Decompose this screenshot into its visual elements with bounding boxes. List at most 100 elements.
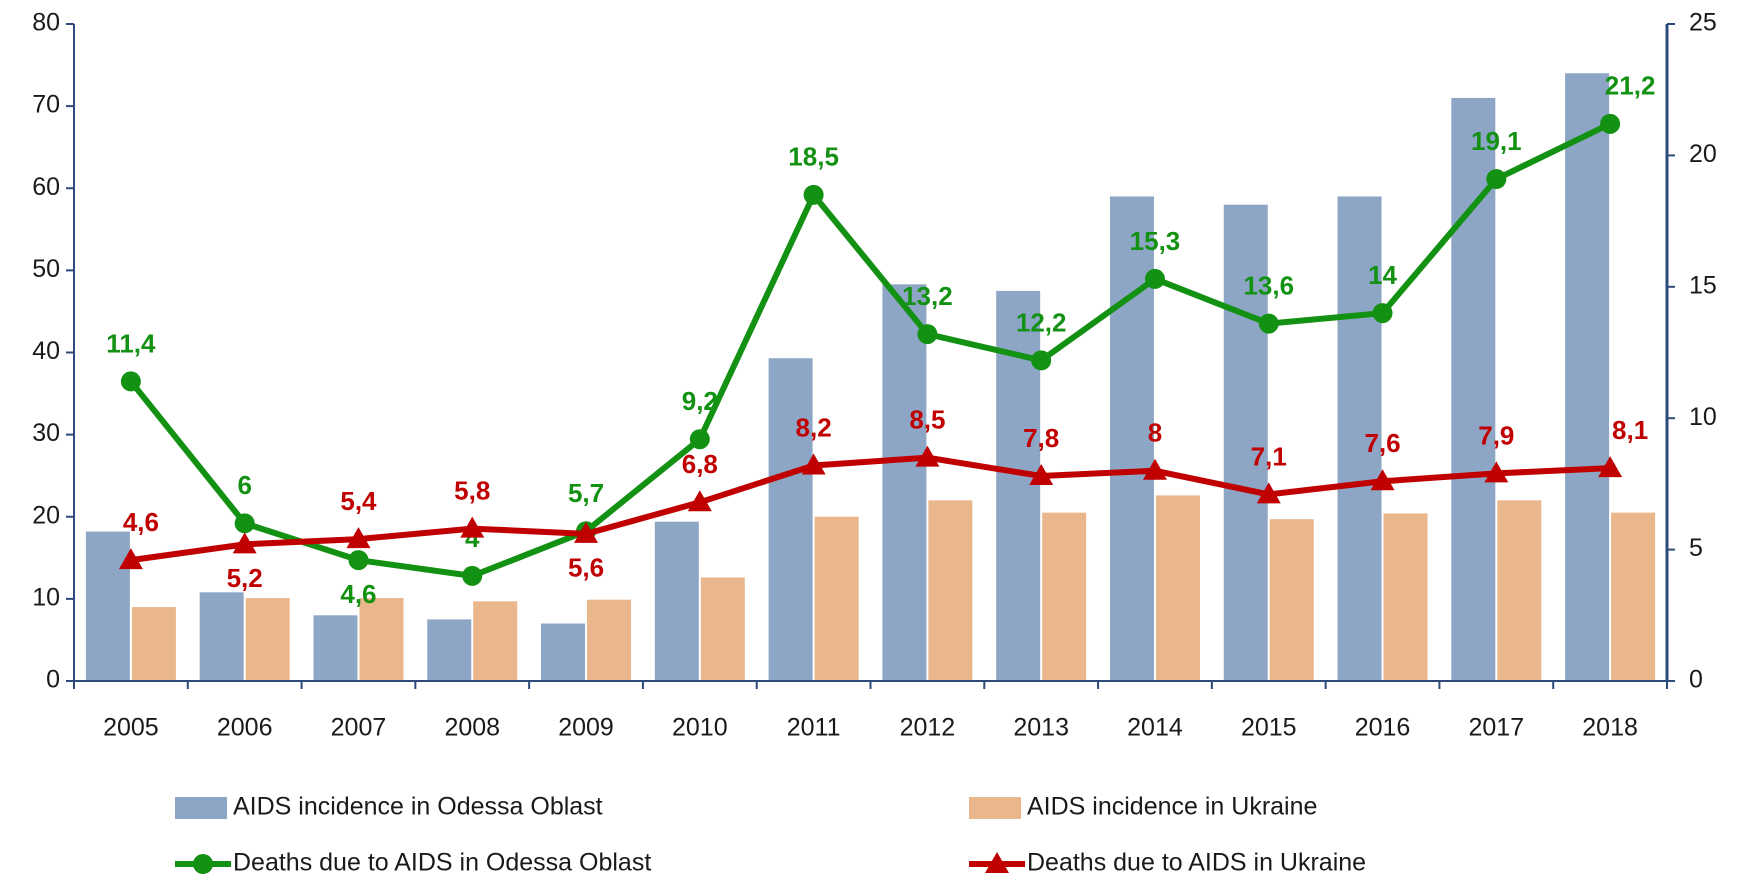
line-marker (1484, 461, 1509, 483)
line-marker (1600, 113, 1621, 134)
y-tick-label: 80 (32, 9, 60, 37)
line-marker (801, 453, 826, 475)
x-tick-label: 2006 (217, 714, 273, 742)
x-tick-label: 2005 (103, 714, 159, 742)
line-marker (1029, 464, 1054, 486)
value-label: 21,2 (1605, 71, 1656, 101)
legend-swatch (175, 797, 227, 819)
x-tick-label: 2015 (1241, 714, 1297, 742)
y-tick-label: 20 (32, 501, 60, 529)
bar (473, 601, 518, 681)
x-tick-label: 2014 (1127, 714, 1183, 742)
bar (1155, 495, 1200, 681)
line-marker (1142, 458, 1167, 480)
x-tick-label: 2010 (672, 714, 728, 742)
value-label: 19,1 (1471, 126, 1522, 156)
y2-tick-label: 5 (1689, 534, 1703, 562)
bar (928, 500, 973, 681)
line (128, 121, 1612, 579)
bar (541, 623, 586, 681)
x-tick-label: 2012 (900, 714, 956, 742)
line-marker (1370, 469, 1395, 491)
bar (654, 521, 699, 681)
value-label: 7,1 (1251, 441, 1287, 471)
y-tick-label: 10 (32, 583, 60, 611)
x-tick-label: 2009 (558, 714, 614, 742)
y-tick-label: 40 (32, 337, 60, 365)
bar (1383, 513, 1428, 681)
value-label: 8,1 (1612, 415, 1648, 445)
y-tick-label: 70 (32, 91, 60, 119)
y-tick-label: 0 (46, 666, 60, 694)
line-marker (462, 565, 483, 586)
value-label: 7,8 (1023, 423, 1059, 453)
bar (1611, 512, 1656, 681)
value-label: 4,6 (123, 507, 159, 537)
y2-tick-label: 25 (1689, 9, 1717, 37)
value-label: 5,6 (568, 553, 604, 583)
line-marker (232, 532, 257, 554)
value-label: 15,3 (1130, 226, 1181, 256)
y2-tick-label: 15 (1689, 271, 1717, 299)
line-marker (460, 516, 485, 538)
bar (587, 599, 632, 681)
value-label: 7,9 (1478, 420, 1514, 450)
line (130, 454, 1611, 564)
line-marker (193, 854, 213, 874)
value-label: 6,8 (682, 449, 718, 479)
value-label: 5,2 (227, 563, 263, 593)
x-tick-label: 2016 (1355, 714, 1411, 742)
bar (700, 577, 745, 681)
line-marker (1256, 482, 1281, 504)
y2-tick-label: 0 (1689, 666, 1703, 694)
line-marker (803, 184, 824, 205)
bar (313, 615, 358, 681)
bar (768, 358, 813, 681)
value-label: 6 (237, 470, 251, 500)
value-label: 8,2 (796, 412, 832, 442)
x-tick-label: 2008 (444, 714, 500, 742)
y2-tick-label: 10 (1689, 403, 1717, 431)
line-marker (1031, 350, 1052, 371)
line-marker (915, 445, 940, 467)
bar (131, 607, 176, 681)
line-marker (1372, 303, 1393, 324)
bar (427, 619, 472, 681)
bar (1042, 512, 1087, 681)
line-marker (1598, 456, 1623, 478)
x-tick-label: 2017 (1469, 714, 1525, 742)
x-tick-label: 2018 (1582, 714, 1638, 742)
value-label: 8,5 (909, 404, 945, 434)
value-label: 13,6 (1243, 270, 1294, 300)
line-marker (1258, 313, 1279, 334)
legend-swatch (969, 797, 1021, 819)
line-marker (118, 548, 143, 570)
value-label: 5,4 (340, 486, 377, 516)
legend-label: AIDS incidence in Odessa Oblast (233, 793, 603, 821)
line-marker (1144, 268, 1165, 289)
line-marker (574, 521, 599, 543)
bar (814, 516, 859, 681)
bar (1223, 204, 1268, 682)
value-label: 5,7 (568, 478, 604, 508)
value-label: 8 (1148, 418, 1162, 448)
bar (882, 284, 927, 681)
y-tick-label: 30 (32, 419, 60, 447)
value-label: 4,6 (340, 579, 376, 609)
legend-label: Deaths due to AIDS in Ukraine (1027, 849, 1366, 877)
x-tick-label: 2011 (787, 714, 841, 742)
value-label: 12,2 (1016, 307, 1067, 337)
bar (85, 531, 130, 681)
line-marker (687, 490, 712, 512)
bar (1337, 196, 1382, 681)
value-label: 18,5 (788, 142, 839, 172)
bar (1497, 500, 1542, 681)
line-marker (120, 371, 141, 392)
bar (359, 598, 404, 681)
bar (245, 598, 290, 681)
legend-label: AIDS incidence in Ukraine (1027, 793, 1317, 821)
bar (1565, 73, 1610, 681)
value-label: 5,8 (454, 475, 490, 505)
bar (1451, 97, 1496, 682)
